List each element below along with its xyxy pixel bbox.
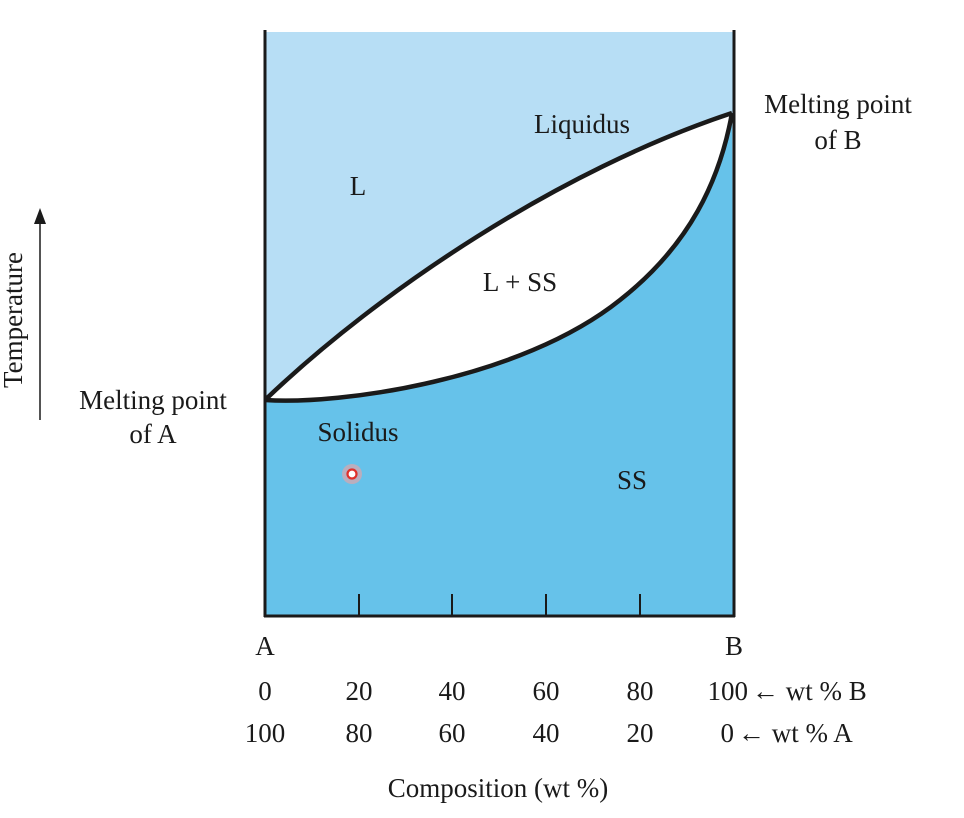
wt-b-suffix: ← wt % B	[752, 676, 867, 706]
composition-axis-label: Composition (wt %)	[388, 773, 609, 803]
solidus-curve	[264, 112, 735, 403]
wt-b-tick-0: 0	[258, 676, 272, 706]
liquid-label: L	[350, 171, 367, 201]
wt-a-tick-100: 100	[245, 718, 286, 748]
melting-point-a-line1: Melting point	[79, 385, 227, 415]
wt-b-tick-100: 100	[708, 676, 749, 706]
melting-point-b-line2: of B	[814, 125, 861, 155]
liquidus-curve	[263, 110, 733, 402]
wt-b-tick-20: 20	[346, 676, 373, 706]
temperature-axis: Temperature	[0, 208, 46, 420]
recording-cursor-dot-icon	[342, 464, 362, 484]
wt-b-tick-40: 40	[439, 676, 466, 706]
liquidus-label: Liquidus	[534, 109, 630, 139]
wt-b-tick-80: 80	[627, 676, 654, 706]
end-label-a: A	[255, 631, 275, 661]
wt-a-tick-0: 0	[721, 718, 735, 748]
wt-a-tick-80: 80	[346, 718, 373, 748]
wt-a-tick-60: 60	[439, 718, 466, 748]
melting-point-b-line1: Melting point	[764, 89, 912, 119]
temperature-axis-label: Temperature	[0, 252, 28, 388]
two-phase-label: L + SS	[483, 267, 557, 297]
wt-a-tick-20: 20	[627, 718, 654, 748]
wt-a-tick-40: 40	[533, 718, 560, 748]
wt-a-suffix: ← wt % A	[738, 718, 853, 748]
solid-solution-label: SS	[617, 465, 647, 495]
end-label-b: B	[725, 631, 743, 661]
wt-b-tick-60: 60	[533, 676, 560, 706]
melting-point-a-line2: of A	[129, 419, 177, 449]
two-phase-region	[265, 113, 732, 401]
solidus-label: Solidus	[317, 417, 398, 447]
temperature-arrow-icon	[34, 208, 46, 224]
